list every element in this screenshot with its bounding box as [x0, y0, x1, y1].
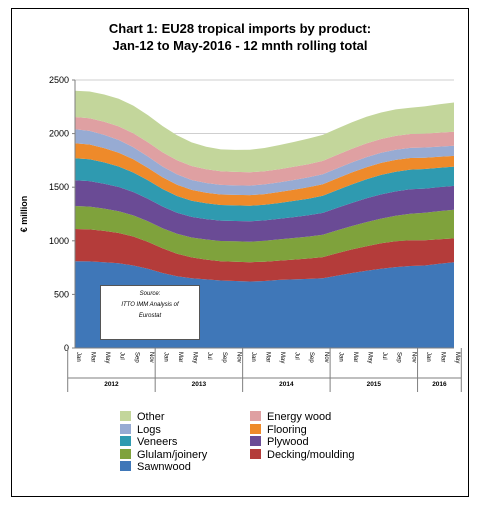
legend-label: Plywood	[267, 436, 309, 448]
legend-label: Sawnwood	[137, 461, 191, 473]
y-tick-label: 0	[64, 343, 69, 353]
x-tick-label: May	[192, 352, 198, 363]
legend-item: Logs	[120, 423, 161, 437]
x-tick-label: Nov	[323, 352, 329, 363]
year-label: 2012	[104, 381, 119, 388]
legend-swatch	[250, 436, 261, 446]
legend-item: Veneers	[120, 436, 177, 449]
legend-item: Energy wood	[250, 411, 331, 424]
x-tick-label: May	[367, 352, 373, 363]
area-plywood	[75, 180, 454, 242]
legend-item: Sawnwood	[120, 461, 191, 474]
legend-item: Glulam/joinery	[120, 448, 208, 462]
legend-swatch	[120, 423, 131, 434]
legend-item: Plywood	[250, 436, 309, 449]
legend-swatch	[250, 411, 261, 421]
legend-label: Flooring	[267, 423, 307, 436]
legend-swatch	[120, 436, 131, 446]
y-axis-label: € million	[19, 196, 29, 233]
x-tick-label: Nov	[148, 352, 154, 363]
y-tick-label: 2500	[49, 75, 69, 85]
x-tick-label: Jan	[162, 352, 168, 362]
legend-swatch	[250, 448, 261, 459]
area-glulam-joinery	[75, 206, 454, 263]
y-tick-label: 1000	[49, 236, 69, 246]
x-tick-label: Jan	[337, 352, 343, 362]
x-tick-label: Mar	[177, 352, 183, 362]
year-label: 2014	[279, 381, 294, 388]
area-decking-moulding	[75, 229, 454, 282]
chart-title: Chart 1: EU28 tropical imports by produc…	[108, 21, 372, 53]
x-tick-label: May	[104, 352, 110, 363]
legend-label: Logs	[137, 423, 161, 436]
source-line-3: Eurostat	[138, 313, 162, 319]
area-flooring	[75, 143, 454, 206]
area-veneers	[75, 158, 454, 222]
x-tick-label: Jan	[75, 352, 81, 362]
x-tick-label: Jan	[250, 352, 256, 362]
legend-item: Decking/moulding	[250, 448, 355, 462]
area-other	[75, 90, 454, 173]
x-tick-label: Sep	[133, 352, 139, 363]
source-line-2: ITTO IMM Analysis of	[121, 302, 179, 308]
x-tick-label: Mar	[352, 352, 358, 362]
x-tick-label: Nov	[235, 352, 241, 363]
legend-label: Other	[137, 411, 165, 423]
y-tick-label: 2000	[49, 129, 69, 139]
legend-swatch	[120, 461, 131, 471]
year-label: 2016	[432, 381, 447, 388]
legend-label: Veneers	[137, 436, 178, 448]
legend-swatch	[250, 423, 261, 434]
x-tick-label: Jul	[381, 352, 387, 360]
x-tick-label: Mar	[265, 352, 271, 362]
x-tick-label: Jan	[425, 352, 431, 362]
x-tick-label: Jul	[206, 352, 212, 360]
x-tick-label: Sep	[221, 352, 227, 363]
x-tick-label: Jul	[294, 352, 300, 360]
area-energy-wood	[75, 117, 454, 186]
legend-item: Flooring	[250, 423, 307, 437]
y-tick-label: 1500	[49, 182, 69, 192]
x-tick-label: Nov	[410, 352, 416, 363]
legend-label: Energy wood	[267, 411, 332, 423]
x-tick-label: Sep	[308, 352, 314, 363]
year-label: 2015	[367, 381, 382, 388]
legend-item: Other	[120, 411, 165, 424]
x-tick-label: May	[279, 352, 285, 363]
legend-label: Decking/moulding	[267, 448, 355, 461]
area-logs	[75, 129, 454, 196]
y-tick-label: 500	[54, 289, 69, 299]
source-line-1: Source:	[139, 291, 161, 297]
source-annotation: Source: ITTO IMM Analysis of Eurostat	[100, 285, 200, 340]
legend-label: Glulam/joinery	[137, 448, 208, 461]
x-tick-label: Mar	[439, 352, 445, 362]
x-tick-label: Sep	[396, 352, 402, 363]
legend-swatch	[120, 448, 131, 459]
year-label: 2013	[192, 381, 207, 388]
x-tick-label: May	[454, 352, 460, 363]
x-tick-label: Mar	[90, 352, 96, 362]
x-tick-label: Jul	[119, 352, 125, 360]
legend-swatch	[120, 411, 131, 421]
